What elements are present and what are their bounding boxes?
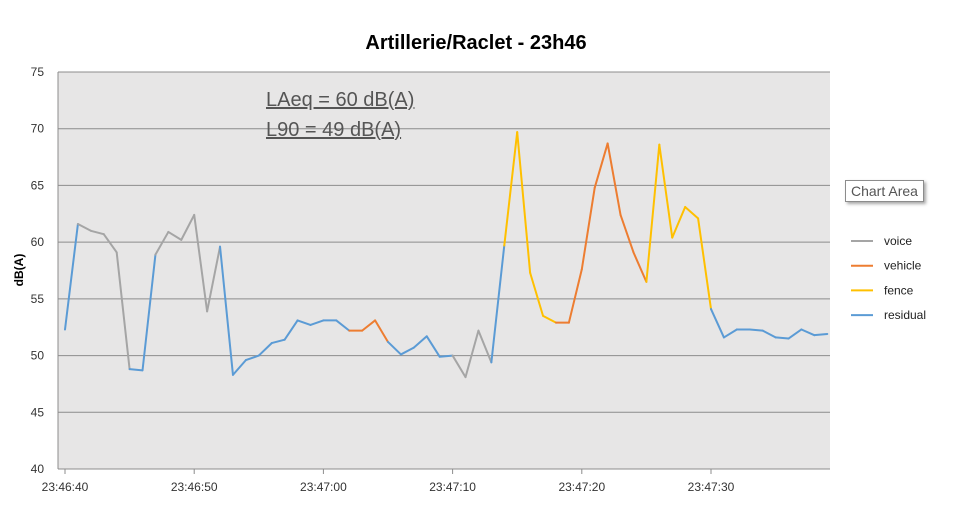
legend-label: vehicle: [884, 259, 922, 273]
y-tick-label: 50: [31, 349, 45, 363]
series-segment-residual: [128, 368, 144, 372]
x-tick-label: 23:47:30: [688, 480, 735, 494]
series-segment-voice: [102, 233, 118, 254]
series-segment-residual: [438, 354, 454, 358]
legend-item-fence: fence: [851, 283, 914, 297]
series-segment-voice: [154, 230, 170, 256]
series-segment-residual: [283, 319, 299, 341]
series-segment-residual: [257, 342, 273, 357]
series-segment-vehicle: [606, 142, 622, 216]
series-segment-residual: [722, 328, 738, 339]
series-segment-fence: [503, 131, 519, 247]
series-segment-residual: [787, 328, 803, 340]
series-segment-vehicle: [374, 319, 389, 343]
series-segment-voice: [89, 229, 105, 236]
y-axis-label: dB(A): [12, 254, 26, 287]
series-segment-vehicle: [361, 319, 377, 332]
annotation-laeq: LAeq = 60 dB(A): [266, 89, 414, 111]
series-segment-fence: [645, 143, 661, 283]
y-tick-label: 55: [31, 292, 45, 306]
series-segment-voice: [193, 213, 209, 313]
series-segment-vehicle: [632, 251, 648, 283]
series-segment-voice: [76, 222, 92, 232]
series-segment-residual: [710, 308, 725, 339]
series-segment-vehicle: [580, 186, 596, 271]
series-segment-residual: [800, 328, 816, 337]
series-segment-vehicle: [619, 213, 635, 254]
series-segment-voice: [477, 329, 493, 364]
series-segment-residual: [141, 253, 157, 372]
y-tick-labels: 40 45 50 55 60 65 70 75: [31, 65, 45, 476]
y-tick-label: 45: [31, 405, 45, 419]
annotation-l90: L90 = 49 dB(A): [266, 119, 401, 141]
series-segment-residual: [64, 222, 79, 331]
series-segment-fence: [529, 271, 545, 317]
series-segment-residual: [244, 354, 260, 362]
series-segment-voice: [167, 230, 183, 241]
legend-item-vehicle: vehicle: [851, 259, 922, 273]
series-segment-residual: [335, 319, 351, 332]
legend-label: residual: [884, 308, 926, 322]
series-segment-residual: [219, 245, 234, 376]
series-segment-residual: [231, 359, 247, 376]
series-segment-residual: [425, 335, 441, 358]
x-tick-labels: 23:46:40 23:46:50 23:47:00 23:47:10 23:47:20…: [42, 469, 735, 494]
series-segment-voice: [180, 213, 196, 241]
chart-area-tooltip: Chart Area: [845, 180, 924, 202]
y-tick-label: 40: [31, 462, 45, 476]
chart-title: Artillerie/Raclet - 23h46: [365, 32, 586, 54]
series-segment-residual: [412, 335, 428, 349]
x-tick-label: 23:46:40: [42, 480, 89, 494]
legend: voice vehicle fence residual: [851, 234, 926, 322]
y-tick-label: 75: [31, 65, 45, 79]
series-segment-residual: [761, 329, 777, 339]
gridlines: [57, 71, 830, 470]
series-segment-fence: [697, 217, 712, 311]
series-segment-residual: [270, 338, 286, 345]
series-segment-voice: [115, 251, 131, 371]
series-segment-fence: [516, 131, 532, 274]
y-tick-label: 60: [31, 235, 45, 249]
series-segment-voice: [206, 245, 222, 313]
y-tick-label: 70: [31, 122, 45, 136]
series-segment-residual: [490, 244, 506, 364]
series-segment-fence: [684, 205, 700, 220]
series-lines: [64, 131, 829, 379]
series-segment-voice: [464, 329, 480, 379]
series-segment-fence: [671, 205, 687, 239]
y-tick-label: 65: [31, 178, 45, 192]
legend-label: fence: [884, 283, 914, 297]
x-tick-label: 23:47:10: [429, 480, 476, 494]
legend-item-voice: voice: [851, 234, 912, 248]
series-segment-fence: [542, 314, 557, 324]
series-segment-residual: [387, 340, 402, 356]
x-tick-label: 23:47:00: [300, 480, 347, 494]
series-segment-residual: [748, 328, 764, 332]
series-segment-vehicle: [593, 142, 609, 189]
plot-area-background: [58, 72, 830, 469]
series-segment-residual: [399, 346, 415, 356]
series-segment-voice: [451, 354, 467, 379]
series-segment-residual: [774, 336, 790, 340]
series-segment-vehicle: [567, 268, 583, 324]
series-segment-residual: [309, 319, 325, 326]
series-segment-residual: [296, 319, 312, 326]
legend-item-residual: residual: [851, 308, 926, 322]
series-segment-fence: [658, 143, 674, 239]
x-tick-label: 23:47:20: [558, 480, 605, 494]
series-segment-residual: [813, 333, 829, 337]
legend-label: voice: [884, 234, 912, 248]
x-tick-label: 23:46:50: [171, 480, 218, 494]
